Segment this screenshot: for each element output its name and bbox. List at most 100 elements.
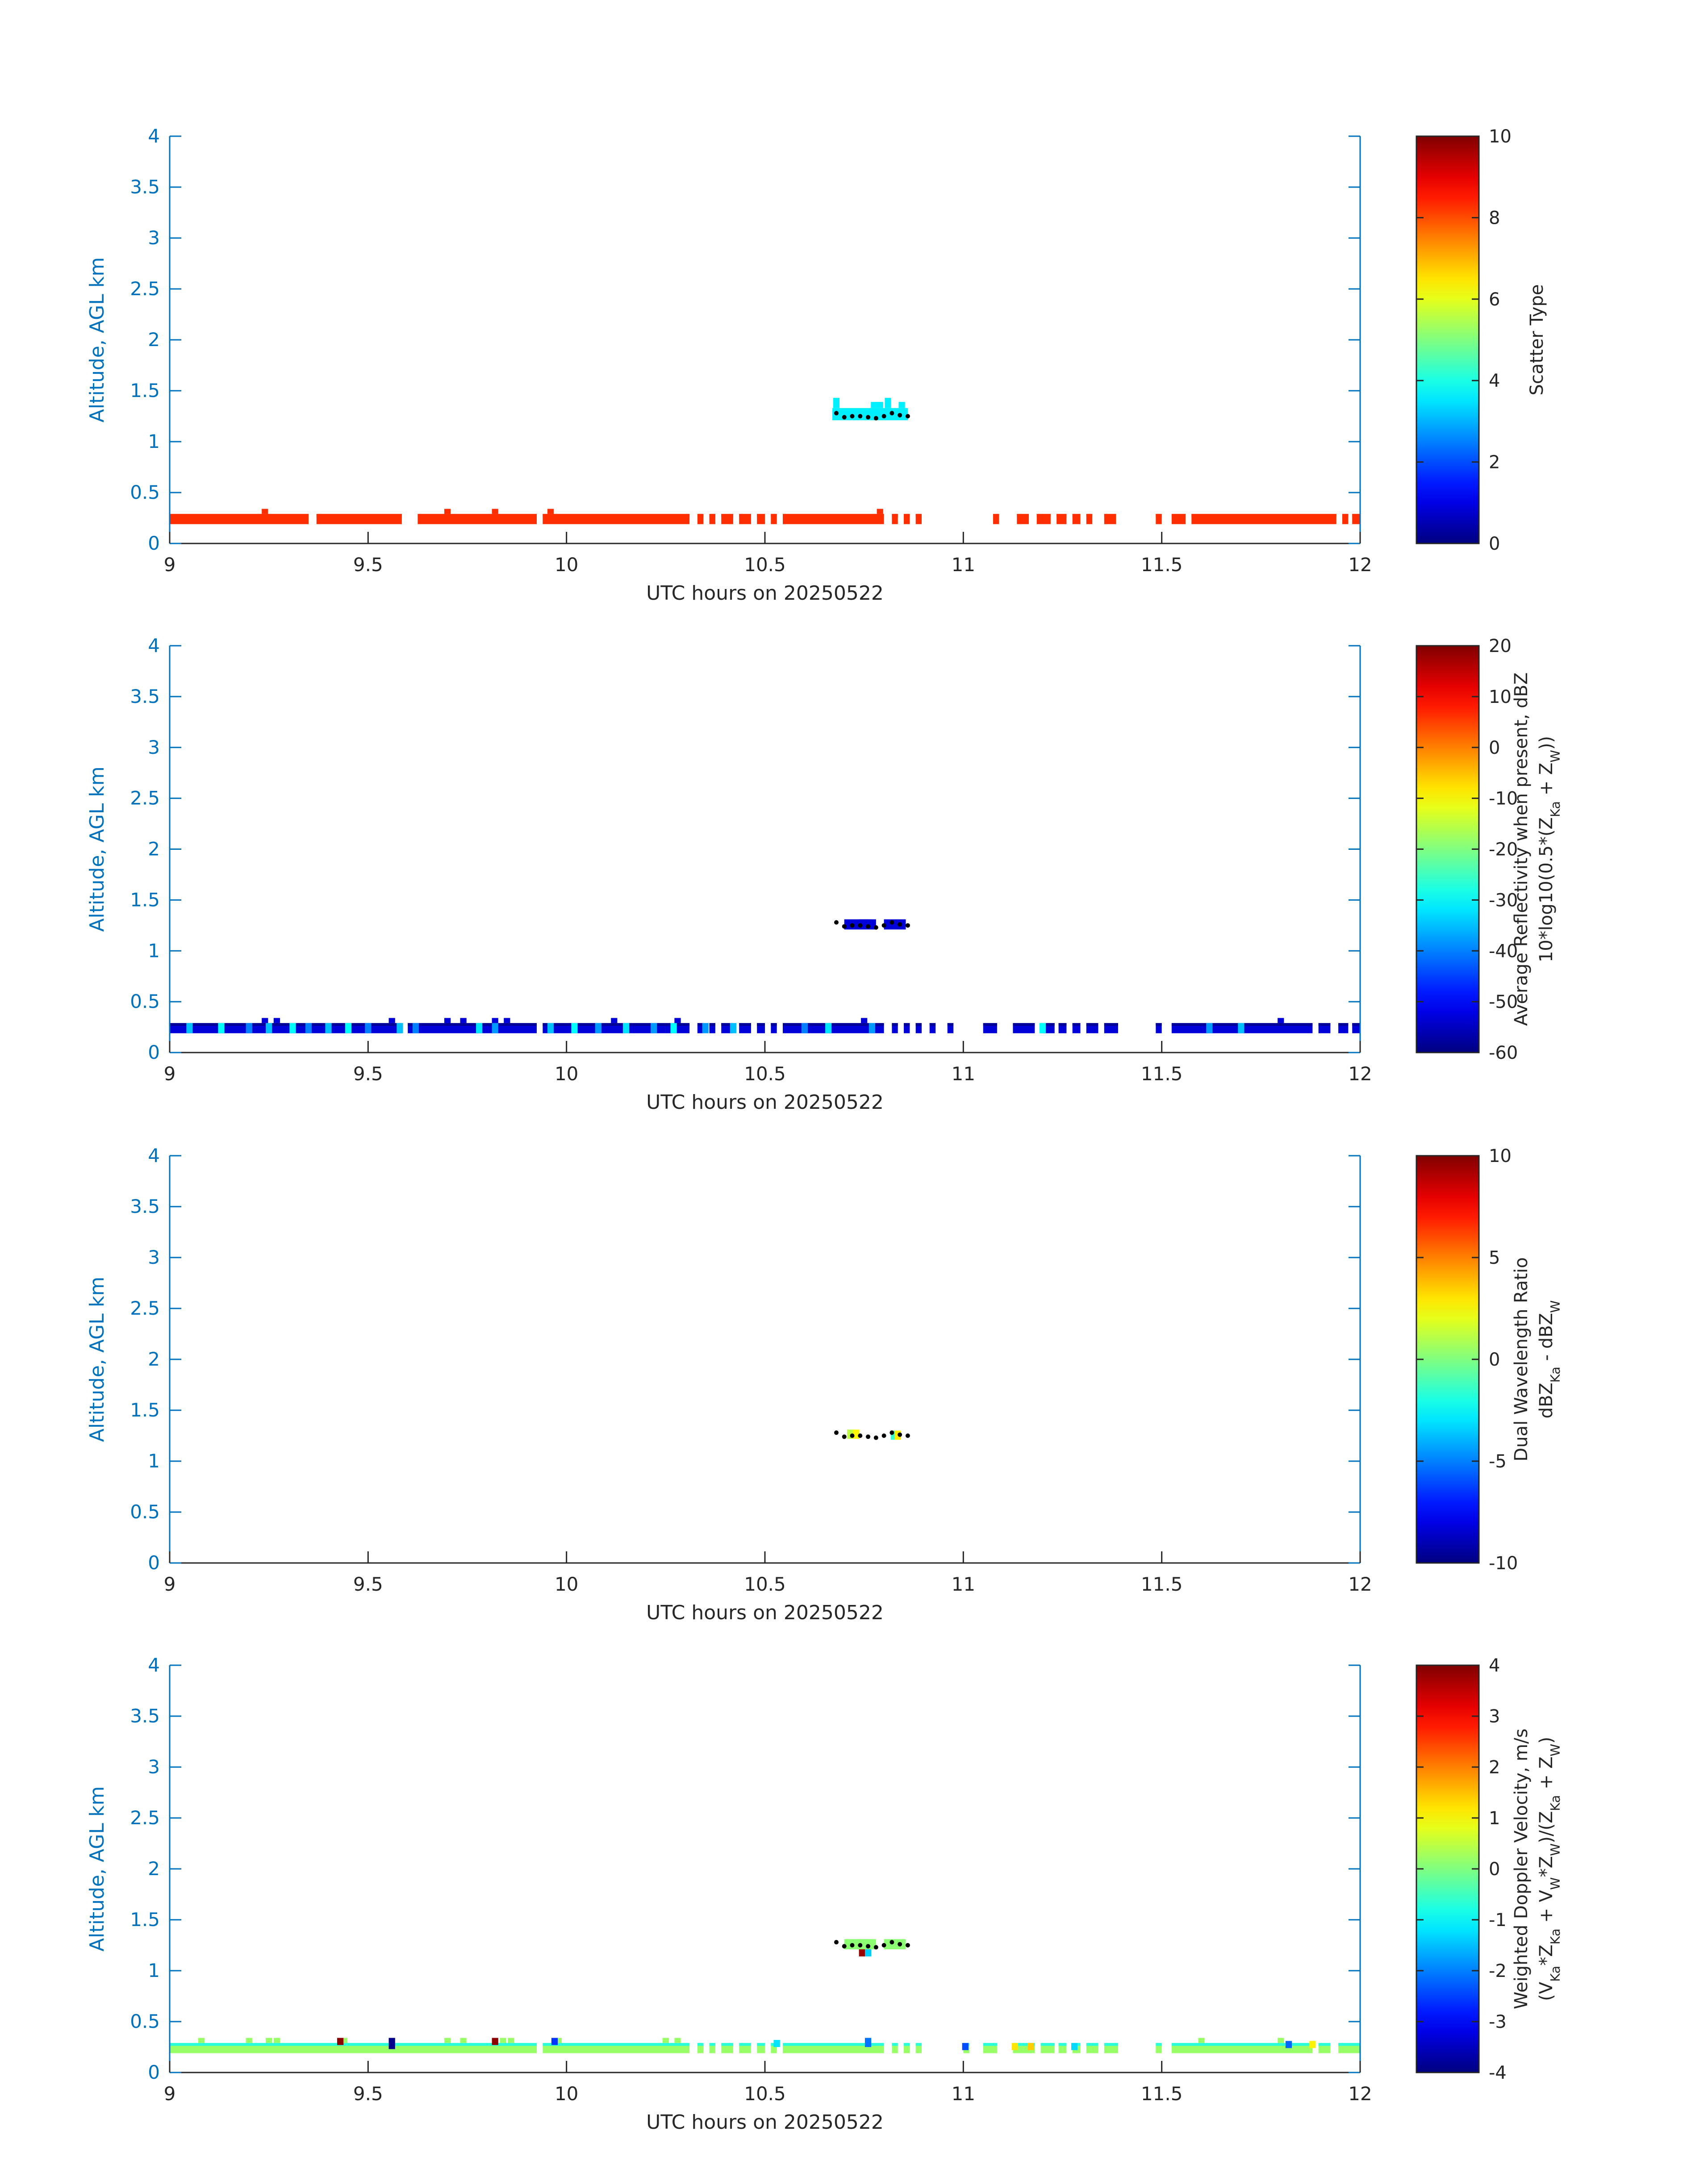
cloud-base-dot: [842, 1434, 847, 1439]
cloud-base-dot: [873, 1945, 878, 1950]
y-tick-label: 1: [148, 940, 160, 961]
data-cell: [508, 2038, 514, 2043]
data-cell: [1039, 1023, 1046, 1033]
colorbar-tick-label: 1: [1489, 1808, 1500, 1829]
cloud-base-dot: [866, 1434, 871, 1439]
data-cell: [170, 514, 309, 517]
data-cell: [898, 402, 905, 408]
cloud-base-dot: [889, 411, 894, 416]
data-cell: [388, 1018, 395, 1023]
y-tick-label: 1.5: [130, 1399, 160, 1421]
data-cell: [864, 1939, 872, 1945]
y-tick-label: 0.5: [130, 990, 160, 1012]
data-cell: [892, 1023, 898, 1026]
data-cell: [1352, 514, 1360, 517]
x-tick-label: 10.5: [744, 2083, 786, 2105]
colorbar-tick-label: 0: [1489, 1350, 1500, 1370]
colorbar-tick-label: -5: [1489, 1451, 1507, 1472]
data-cell: [345, 1023, 352, 1033]
data-cell: [864, 2038, 872, 2047]
x-axis-label: UTC hours on 20250522: [646, 2111, 884, 2134]
data-cell: [547, 1023, 554, 1033]
colorbar-tick-label: -60: [1489, 1043, 1518, 1063]
data-cell: [1342, 514, 1349, 517]
cloud-base-dot: [866, 924, 871, 929]
data-cell: [721, 1023, 733, 1026]
data-cell: [1058, 1023, 1067, 1026]
data-cell: [198, 2038, 205, 2043]
data-cell: [721, 2043, 733, 2046]
data-cell: [444, 1018, 451, 1023]
data-cell: [864, 919, 872, 926]
colorbar: [1416, 1155, 1480, 1564]
data-cell: [460, 1018, 467, 1023]
data-cell: [709, 514, 715, 517]
data-cell: [877, 509, 883, 514]
data-cell: [773, 2040, 780, 2047]
cloud-base-dot: [850, 1943, 855, 1947]
data-cell: [1072, 514, 1081, 517]
data-cell: [697, 1023, 704, 1026]
data-cell: [782, 2043, 884, 2046]
x-tick-label: 10: [555, 1063, 578, 1085]
cloud-base-dot: [905, 1943, 910, 1947]
x-tick-label: 12: [1348, 2083, 1372, 2105]
data-cell: [674, 1018, 681, 1023]
colorbar-tick-label: 0: [1489, 1859, 1500, 1880]
cloud-base-dot: [850, 414, 855, 418]
colorbar: [1416, 135, 1480, 544]
colorbar-tick-label: -40: [1489, 941, 1518, 961]
data-layer: [170, 2038, 1360, 2053]
data-cell: [1058, 2043, 1067, 2046]
data-cell: [993, 514, 999, 517]
data-cell: [1191, 514, 1336, 517]
cloud-base-dot: [881, 414, 886, 418]
data-cell: [853, 1429, 860, 1439]
data-cell: [739, 514, 751, 517]
y-tick-label: 0.5: [130, 2010, 160, 2032]
data-cell: [266, 2038, 272, 2043]
y-tick-label: 4: [148, 1654, 160, 1676]
cloud-base-dot: [858, 414, 863, 418]
y-tick-label: 4: [148, 1145, 160, 1166]
y-tick-label: 0: [148, 2061, 160, 2083]
colorbar-label: Weighted Doppler Velocity, m/s: [1511, 1729, 1532, 2010]
cloud-base-dot: [866, 1944, 871, 1949]
y-tick-label: 0.5: [130, 481, 160, 503]
data-cell: [651, 1023, 657, 1033]
data-cell: [739, 2043, 751, 2046]
data-cell: [709, 2043, 715, 2046]
x-tick-label: 11.5: [1141, 554, 1183, 576]
x-tick-label: 11.5: [1141, 1063, 1183, 1085]
data-cell: [709, 1023, 715, 1026]
data-cell: [1036, 514, 1051, 517]
colorbar-label: (VKa*ZKa + VW*ZW)/(ZKa + ZW): [1536, 1737, 1563, 2001]
data-cell: [492, 1023, 498, 1033]
colorbar-tick-label: 4: [1489, 371, 1500, 391]
y-tick-label: 3: [148, 227, 160, 249]
cloud-base-dot: [850, 923, 855, 928]
colorbar-label: 10*log10(0.5*(ZKa + ZW)): [1536, 736, 1563, 962]
y-tick-label: 0: [148, 1041, 160, 1063]
x-axis-label: UTC hours on 20250522: [646, 1601, 884, 1624]
cloud-base-dot: [889, 920, 894, 925]
colorbar-tick-label: -4: [1489, 2063, 1507, 2083]
y-tick-label: 2: [148, 1858, 160, 1880]
colorbar-tick-label: -2: [1489, 1961, 1507, 1981]
data-cell: [771, 514, 777, 517]
data-cell: [721, 514, 733, 517]
data-cell: [983, 2043, 997, 2046]
colorbar-tick-label: 10: [1489, 1146, 1512, 1166]
cloud-base-dot: [842, 1944, 847, 1949]
data-cell: [551, 2038, 558, 2045]
data-cell: [1309, 2041, 1316, 2048]
colorbar-tick-label: 6: [1489, 289, 1500, 310]
data-cell: [170, 1023, 402, 1026]
y-tick-label: 0: [148, 532, 160, 554]
x-tick-label: 10: [555, 1573, 578, 1595]
y-tick-label: 3.5: [130, 1705, 160, 1727]
colorbar-tick-label: -3: [1489, 2012, 1507, 2032]
y-tick-label: 3: [148, 736, 160, 758]
